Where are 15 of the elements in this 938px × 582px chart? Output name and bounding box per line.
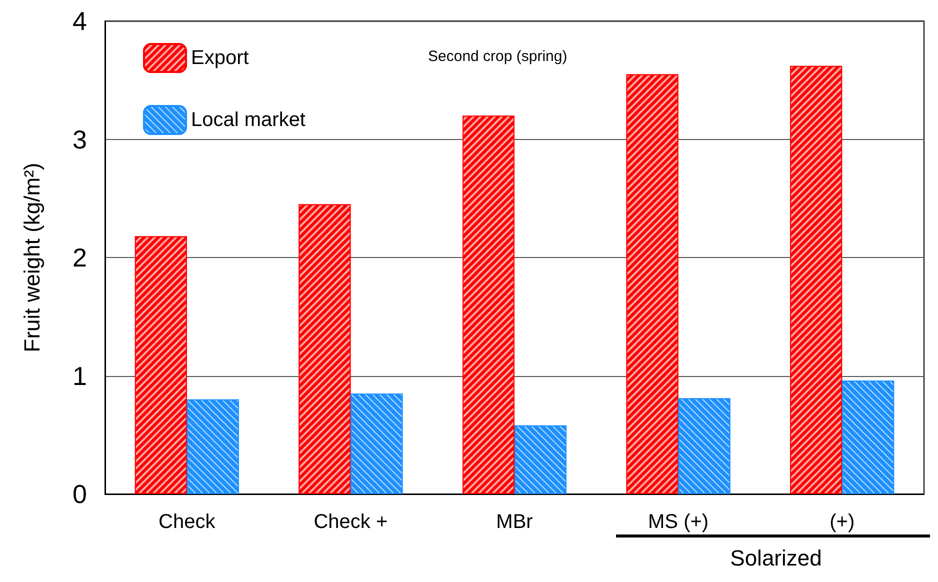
x-tick-label: Check +	[314, 511, 388, 533]
text: Solarized	[730, 546, 822, 570]
x-tick-label: MS (+)	[648, 511, 709, 533]
x-tick-label: (+)	[830, 511, 855, 533]
legend-label: Local market	[191, 109, 306, 131]
y-tick-label: 3	[72, 124, 87, 154]
y-tick-label: 2	[72, 242, 87, 272]
y-tick-label: 0	[72, 479, 87, 509]
legend-label: Export	[191, 47, 250, 69]
y-tick-label: 4	[72, 6, 87, 36]
y-axis-title: Fruit weight (kg/m²)	[20, 162, 44, 352]
y-tick-label: 1	[72, 360, 87, 391]
x-tick-label: Check	[158, 511, 216, 533]
text: Second crop (spring)	[428, 48, 568, 65]
x-tick-label: MBr	[496, 511, 534, 533]
